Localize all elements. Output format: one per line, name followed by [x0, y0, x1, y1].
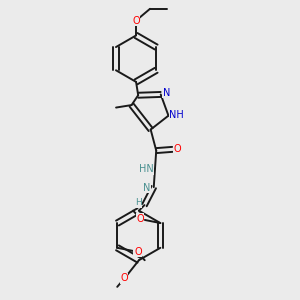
Text: O: O — [136, 214, 144, 224]
Text: O: O — [173, 144, 181, 154]
Text: H: H — [135, 198, 142, 207]
Text: HN: HN — [139, 164, 154, 174]
Text: NH: NH — [169, 110, 184, 120]
Text: N: N — [142, 183, 150, 193]
Text: O: O — [120, 273, 128, 283]
Text: O: O — [134, 247, 142, 257]
Text: O: O — [132, 16, 140, 26]
Text: N: N — [163, 88, 170, 98]
